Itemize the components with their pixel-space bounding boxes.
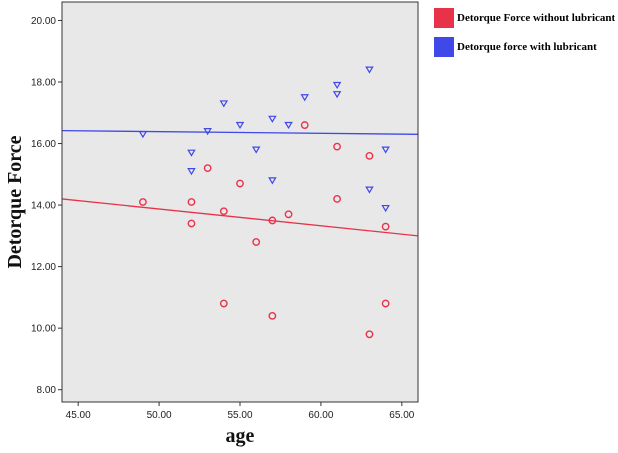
x-tick-label: 50.00 xyxy=(147,410,172,421)
plot-area xyxy=(62,2,418,402)
data-point-without-lubricant xyxy=(187,198,196,206)
data-point-without-lubricant xyxy=(187,219,196,228)
data-point-without-lubricant xyxy=(252,238,261,246)
data-point-with-lubricant xyxy=(300,94,309,102)
y-axis-title: Detorque Force xyxy=(4,135,26,268)
axis-ticks: 8.00 10.00 12.00 14.00 16.00 18.00 20.00 45.00 5… xyxy=(31,16,415,421)
data-point-with-lubricant xyxy=(332,81,342,90)
y-tick-label: 12.00 xyxy=(31,262,56,273)
y-tick-label: 8.00 xyxy=(37,385,57,396)
data-point-with-lubricant xyxy=(138,131,148,139)
data-point-with-lubricant xyxy=(187,149,196,157)
data-point-without-lubricant xyxy=(333,195,341,203)
data-point-without-lubricant xyxy=(381,299,390,308)
y-tick-label: 14.00 xyxy=(31,201,56,212)
x-axis-title: age xyxy=(226,425,255,447)
x-tick-label: 60.00 xyxy=(308,410,333,421)
data-point-with-lubricant xyxy=(251,146,261,154)
data-point-without-lubricant xyxy=(365,330,374,339)
x-tick-label: 45.00 xyxy=(66,410,91,421)
legend-swatch-blue xyxy=(434,37,454,57)
legend-item-without-lubricant: Detorque Force without lubricant xyxy=(434,8,615,28)
data-point-with-lubricant xyxy=(268,177,277,185)
data-markers xyxy=(138,66,390,339)
legend-swatch-red xyxy=(434,8,454,28)
data-point-with-lubricant xyxy=(365,66,374,74)
y-tick-label: 10.00 xyxy=(31,324,56,335)
plot-frame xyxy=(61,1,419,403)
data-point-without-lubricant xyxy=(381,222,390,231)
data-point-with-lubricant xyxy=(219,100,229,108)
data-point-with-lubricant xyxy=(203,128,212,136)
data-point-without-lubricant xyxy=(236,179,244,188)
data-point-with-lubricant xyxy=(365,186,374,194)
data-point-without-lubricant xyxy=(219,207,228,216)
fit-line-without-lubricant xyxy=(61,198,419,237)
y-tick-label: 20.00 xyxy=(31,16,56,27)
data-point-with-lubricant xyxy=(381,204,390,213)
data-point-without-lubricant xyxy=(284,210,293,219)
data-point-without-lubricant xyxy=(139,198,147,206)
data-point-without-lubricant xyxy=(268,216,277,225)
legend-label-with-lubricant: Detorque force with lubricant xyxy=(457,41,597,53)
legend-label-without-lubricant: Detorque Force without lubricant xyxy=(457,12,616,24)
data-point-with-lubricant xyxy=(268,115,277,123)
x-tick-label: 55.00 xyxy=(227,410,252,421)
y-tick-label: 16.00 xyxy=(31,139,56,150)
data-point-with-lubricant xyxy=(235,121,245,130)
y-tick-label: 18.00 xyxy=(31,78,56,89)
data-point-without-lubricant xyxy=(219,299,228,308)
data-point-without-lubricant xyxy=(365,151,374,160)
data-point-with-lubricant xyxy=(332,91,342,99)
data-point-with-lubricant xyxy=(381,146,390,154)
legend: Detorque Force without lubricant Detorqu… xyxy=(434,8,615,66)
legend-item-with-lubricant: Detorque force with lubricant xyxy=(434,37,615,57)
data-point-without-lubricant xyxy=(203,164,212,173)
fit-lines xyxy=(61,129,419,237)
data-point-with-lubricant xyxy=(284,121,293,130)
data-point-without-lubricant xyxy=(268,311,277,320)
data-point-without-lubricant xyxy=(333,142,341,151)
data-point-without-lubricant xyxy=(300,121,309,129)
data-point-with-lubricant xyxy=(187,168,196,176)
fit-line-with-lubricant xyxy=(61,129,419,135)
x-tick-label: 65.00 xyxy=(389,410,414,421)
